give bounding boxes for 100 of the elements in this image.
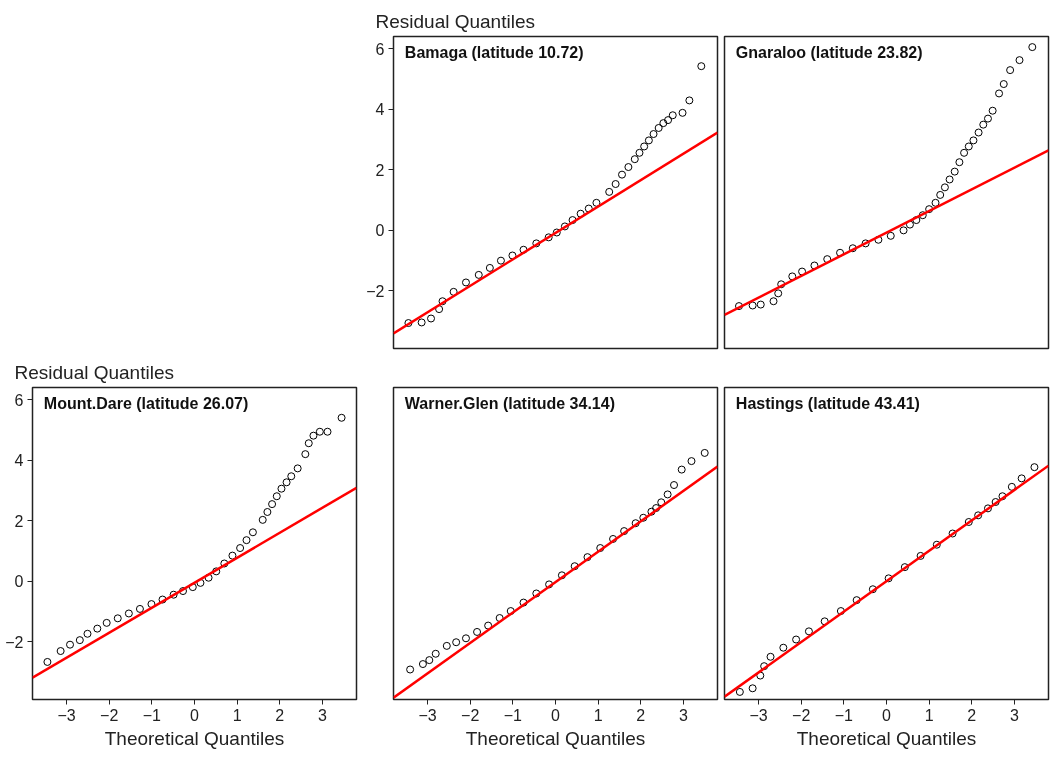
point (678, 108, 687, 117)
point (248, 528, 257, 537)
point (756, 671, 765, 680)
point (652, 504, 661, 513)
point (1007, 482, 1016, 491)
point (337, 413, 346, 422)
point (979, 120, 988, 129)
point (756, 300, 765, 309)
point (635, 148, 644, 157)
y-tick-label: 0 (375, 222, 385, 240)
point (899, 226, 908, 235)
point (425, 656, 434, 665)
point (242, 536, 251, 545)
x-tick-label: −2 (100, 706, 119, 724)
point (647, 507, 656, 516)
y-tick-label: −2 (366, 282, 385, 300)
point (1015, 56, 1024, 65)
point (999, 80, 1008, 89)
point (609, 534, 618, 543)
point (955, 158, 964, 167)
y-tick-label: 6 (375, 40, 385, 58)
point (663, 490, 672, 499)
point (991, 498, 1000, 506)
point (404, 319, 413, 328)
point (624, 163, 633, 172)
point (272, 492, 281, 501)
point (777, 280, 786, 289)
point (861, 239, 870, 248)
point (631, 519, 640, 528)
point (519, 245, 528, 254)
point (508, 251, 517, 260)
point (766, 652, 775, 661)
point (868, 585, 877, 594)
point (611, 180, 620, 189)
point (685, 96, 694, 105)
point (735, 687, 744, 696)
point (931, 198, 940, 207)
x-tick-label: 1 (924, 706, 934, 724)
point (969, 136, 978, 145)
point (485, 263, 494, 272)
point (228, 551, 237, 560)
x-tick-label: 0 (882, 706, 892, 724)
x-tick-label: 3 (317, 706, 327, 724)
point (323, 427, 332, 436)
y-tick-label: 4 (375, 101, 385, 119)
point (995, 89, 1004, 98)
point (618, 170, 627, 179)
point (473, 627, 482, 636)
point (884, 574, 893, 583)
point (687, 457, 696, 466)
text: Mount.Dare (latitude 26.07) (43, 395, 249, 413)
point (988, 106, 997, 115)
point (287, 472, 296, 481)
point (196, 578, 205, 587)
point (820, 617, 829, 626)
point (649, 130, 658, 139)
x-axis-title: Theoretical Quantiles (796, 727, 977, 749)
point (950, 167, 959, 176)
point (792, 635, 801, 644)
point (544, 233, 553, 242)
point (532, 239, 541, 248)
point (506, 607, 515, 616)
point (83, 629, 92, 638)
point (417, 318, 426, 327)
x-tick-label: 1 (232, 706, 242, 724)
point (452, 638, 461, 647)
point (93, 624, 102, 633)
x-tick-label: 2 (275, 706, 285, 724)
x-tick-label: 2 (636, 706, 646, 724)
point (1017, 474, 1026, 483)
point (147, 600, 156, 609)
point (442, 641, 451, 650)
x-tick-label: −3 (418, 706, 437, 724)
point (657, 498, 666, 507)
point (886, 231, 895, 240)
point (427, 314, 436, 323)
x-tick-label: 3 (1009, 706, 1019, 724)
point (677, 465, 686, 474)
point (406, 665, 415, 674)
point (810, 261, 819, 270)
point (301, 450, 310, 459)
point (774, 289, 783, 298)
point (560, 222, 569, 231)
point (570, 562, 579, 571)
point (974, 128, 983, 137)
x-axis-title: Theoretical Quantiles (465, 727, 646, 749)
x-tick-label: 1 (593, 706, 603, 724)
point (998, 492, 1007, 501)
y-axis-title: Residual Quantiles (14, 361, 174, 383)
point (263, 508, 272, 516)
point (948, 529, 957, 538)
point (519, 598, 528, 607)
y-tick-label: 6 (14, 391, 24, 409)
point (293, 464, 302, 473)
point (268, 500, 277, 509)
point (960, 148, 969, 157)
y-axis-title: Residual Quantiles (375, 10, 535, 32)
point (113, 614, 122, 623)
point (1028, 43, 1037, 52)
point (945, 175, 954, 184)
